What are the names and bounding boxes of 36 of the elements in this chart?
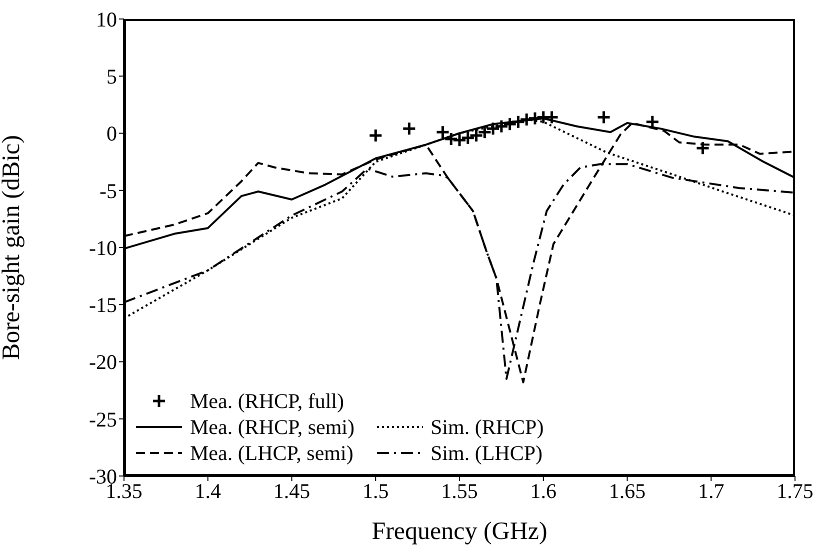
- y-axis-title: Bore-sight gain (dBic): [0, 135, 25, 360]
- point: [368, 128, 383, 143]
- y-tick-label: -20: [89, 350, 117, 374]
- legend-label: Mea. (RHCP, full): [190, 388, 344, 414]
- x-tick-label: 1.55: [441, 478, 478, 503]
- x-tick-label: 1.6: [530, 478, 556, 503]
- point: [469, 128, 484, 143]
- x-axis-title: Frequency (GHz): [372, 518, 548, 545]
- point: [452, 132, 467, 148]
- legend-label: Mea. (LHCP, semi): [190, 440, 354, 466]
- point: [486, 121, 500, 136]
- point: [528, 111, 542, 126]
- point: [695, 140, 710, 156]
- y-tick-label: 10: [96, 7, 117, 32]
- point: [502, 116, 518, 132]
- x-tick-label: 1.75: [776, 478, 814, 503]
- x-tick-label: 1.5: [362, 478, 389, 503]
- y-tick-label: -15: [89, 293, 117, 318]
- x-tick-label: 1.45: [273, 478, 310, 503]
- point: [494, 119, 509, 134]
- legend-label: Mea. (RHCP, semi): [190, 414, 354, 440]
- point: [460, 130, 476, 146]
- x-tick-label: 1.65: [608, 478, 646, 503]
- point: [510, 114, 526, 130]
- point: [519, 112, 534, 127]
- y-tick-label: 5: [106, 64, 117, 89]
- x-tick-label: 1.7: [698, 478, 724, 503]
- y-tick-label: -25: [89, 407, 117, 432]
- point: [596, 110, 612, 125]
- y-tick-label: 0: [106, 122, 117, 146]
- y-tick-label: -10: [89, 236, 117, 260]
- y-tick-label: -5: [100, 178, 117, 203]
- legend-label: Sim. (RHCP): [430, 414, 544, 440]
- legend-label: Sim. (LHCP): [430, 440, 543, 466]
- x-tick-label: 1.4: [194, 478, 222, 503]
- point: [402, 121, 416, 136]
